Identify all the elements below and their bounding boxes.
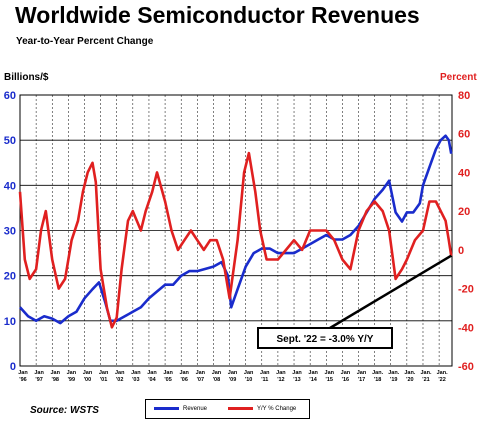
y-tick-left: 20	[4, 271, 16, 283]
y-tick-left: 30	[4, 226, 16, 238]
legend-label-yy-change: Y/Y % Change	[257, 406, 297, 412]
source-note: Source: WSTS	[30, 405, 99, 416]
x-tick-label: Jan	[325, 370, 335, 376]
y-tick-left: 40	[4, 180, 16, 192]
legend-item-revenue: Revenue	[154, 400, 207, 418]
x-tick-label-year: '97	[35, 377, 42, 383]
x-tick-label: Jan	[99, 370, 109, 376]
x-tick-label-year: '14	[309, 377, 317, 383]
x-tick-label-year: '19	[390, 377, 397, 383]
x-tick-label: Jan	[308, 370, 318, 376]
x-tick-label: Jan	[18, 370, 28, 376]
x-tick-label-year: '15	[326, 377, 333, 383]
x-tick-label: Jan	[357, 370, 367, 376]
x-tick-label: Jan	[34, 370, 44, 376]
x-tick-label-year: '99	[68, 377, 75, 383]
x-tick-label-year: '02	[116, 377, 123, 383]
x-tick-label-year: '98	[52, 377, 59, 383]
x-tick-label-year: '16	[342, 377, 349, 383]
x-tick-label-year: '13	[293, 377, 300, 383]
y-tick-left: 50	[4, 135, 16, 147]
y-tick-right: -20	[458, 284, 474, 296]
y-tick-right: 0	[458, 245, 464, 257]
x-tick-label: Jan	[179, 370, 189, 376]
chart-subtitle: Year-to-Year Percent Change	[16, 36, 154, 47]
annotation-box: Sept. '22 = -3.0% Y/Y	[257, 327, 393, 349]
y-tick-left: 10	[4, 316, 16, 328]
x-tick-label-year: '20	[406, 377, 413, 383]
y-tick-left: 0	[10, 361, 16, 373]
x-tick-label-year: '05	[164, 377, 171, 383]
x-tick-label: Jan	[276, 370, 286, 376]
legend-swatch-revenue	[154, 406, 179, 410]
x-tick-label: Jan	[196, 370, 206, 376]
y-tick-right: -60	[458, 361, 474, 373]
x-tick-label: Jan	[115, 370, 125, 376]
legend-swatch-yy-change	[228, 406, 253, 410]
series-line-yy-change	[18, 151, 453, 329]
annotation-pointer	[329, 254, 452, 330]
y-tick-right: 40	[458, 167, 470, 179]
x-tick-label-year: '08	[213, 377, 220, 383]
x-tick-label-year: '11	[261, 377, 268, 383]
x-tick-label-year: '18	[374, 377, 381, 383]
x-tick-label: Jan	[341, 370, 351, 376]
x-tick-label: Jan	[292, 370, 302, 376]
x-tick-label-year: '96	[19, 377, 26, 383]
x-tick-label: Jan	[67, 370, 77, 376]
x-tick-label-year: '17	[358, 377, 365, 383]
x-tick-label-year: '00	[84, 377, 91, 383]
x-tick-label: Jan.	[372, 370, 383, 376]
x-tick-label: Jan	[131, 370, 141, 376]
x-tick-label: Jan	[83, 370, 93, 376]
x-tick-label: Jan.	[404, 370, 415, 376]
x-tick-label: Jan.	[420, 370, 431, 376]
x-tick-label: Jan.	[437, 370, 448, 376]
x-tick-label-year: '07	[197, 377, 204, 383]
x-tick-label-year: '12	[277, 377, 284, 383]
y-tick-right: 60	[458, 129, 470, 141]
x-tick-label-year: '21	[422, 377, 429, 383]
y-axis-right-label: Percent	[440, 72, 477, 83]
y-tick-right: -40	[458, 322, 474, 334]
x-tick-label-year: '09	[229, 377, 236, 383]
y-tick-right: 80	[458, 90, 470, 102]
x-tick-label-year: '01	[100, 377, 107, 383]
x-tick-label-year: '03	[132, 377, 139, 383]
x-tick-label: Jan	[50, 370, 60, 376]
chart-title: Worldwide Semiconductor Revenues	[15, 2, 420, 28]
legend-item-yy-change: Y/Y % Change	[228, 400, 296, 418]
legend-label-revenue: Revenue	[183, 406, 208, 412]
y-tick-left: 60	[4, 90, 16, 102]
legend: Revenue Y/Y % Change	[145, 399, 310, 419]
x-tick-label: Jan	[212, 370, 222, 376]
x-tick-label: Jan.	[388, 370, 399, 376]
y-tick-right: 20	[458, 206, 470, 218]
x-tick-label: Jan	[228, 370, 238, 376]
x-tick-label-year: '06	[180, 377, 187, 383]
x-tick-label: Jan	[244, 370, 254, 376]
y-axis-left-label: Billions/$	[4, 72, 49, 83]
series-line-revenue	[19, 134, 453, 325]
x-tick-label: Jan	[147, 370, 157, 376]
x-tick-label: Jan	[163, 370, 173, 376]
x-tick-label-year: '10	[245, 377, 252, 383]
x-tick-label-year: '04	[148, 377, 156, 383]
x-tick-label: Jan	[260, 370, 270, 376]
x-tick-label-year: '22	[438, 377, 445, 383]
